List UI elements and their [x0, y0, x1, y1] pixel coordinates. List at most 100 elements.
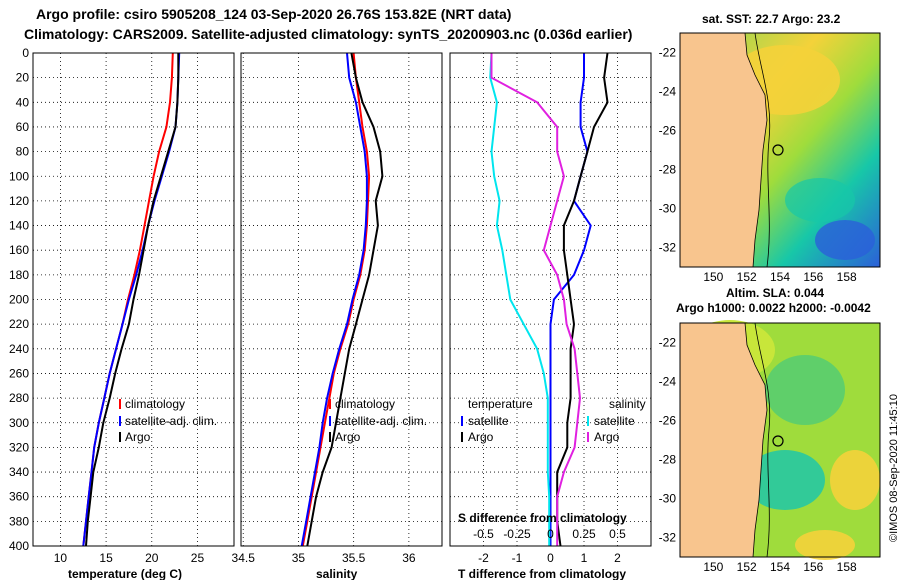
sla-map-title-2: Argo h1000: 0.0022 h2000: -0.0042	[676, 301, 871, 315]
x-tick-label: 0	[547, 551, 554, 565]
salinity-xlabel: salinity	[316, 567, 358, 580]
legend-label-satellite: satellite-adj. clim.	[125, 414, 217, 428]
legend-label-climatology: climatology	[125, 397, 185, 411]
y-tick-label: 140	[9, 219, 29, 233]
map-lon-label: 158	[837, 270, 857, 284]
map-lat-label: -24	[659, 375, 677, 389]
y-tick-label: 340	[9, 465, 29, 479]
legend-label-satellite: satellite-adj. clim.	[335, 414, 427, 428]
y-tick-label: 220	[9, 317, 29, 331]
x-tick-label: 35	[292, 551, 306, 565]
x-tick-label: 1	[581, 551, 588, 565]
map-lat-label: -22	[659, 336, 677, 350]
profile-plots: 10 15 20 2502040608010012014016018020022024…	[9, 46, 652, 580]
y-tick-label: 200	[9, 293, 29, 307]
legend-label-t-argo: Argo	[468, 430, 494, 444]
y-tick-label: 180	[9, 268, 29, 282]
sla-map: 150 152 154 156 158 -22 -24 -26 -28 -30 -32	[659, 320, 881, 574]
sst-frame	[679, 32, 881, 268]
temperature-legend: climatology satellite-adj. clim. Argo	[119, 397, 217, 444]
x-top-tick-label: -0.5	[473, 527, 494, 541]
sst-map-title: sat. SST: 22.7 Argo: 23.2	[702, 12, 841, 26]
salinity-legend: climatology satellite-adj. clim. Argo	[329, 397, 427, 444]
x-top-tick-label: 0	[547, 527, 554, 541]
legend-label-s-satellite: satellite	[594, 414, 635, 428]
series-line-difference-s-satellite	[489, 53, 551, 546]
x-tick-label: -1	[512, 551, 523, 565]
series-line-salinity-satellite-adj-clim-	[300, 53, 368, 546]
x-tick-label: 35.5	[342, 551, 366, 565]
x-tick-label: -2	[478, 551, 489, 565]
x-tick-label: 15	[99, 551, 113, 565]
difference-legend: temperature salinity satellite Argo sate…	[461, 397, 646, 444]
legend-title-salinity: salinity	[609, 397, 646, 411]
y-tick-label: 40	[16, 95, 30, 109]
map-lon-label: 156	[803, 560, 823, 574]
legend-label-climatology: climatology	[335, 397, 395, 411]
y-tick-label: 260	[9, 366, 29, 380]
legend-label-argo: Argo	[125, 430, 151, 444]
header-line-2: Climatology: CARS2009. Satellite-adjuste…	[24, 26, 633, 42]
plot-frame-salinity	[240, 52, 443, 547]
y-tick-label: 160	[9, 243, 29, 257]
series-line-salinity-climatology	[301, 53, 371, 546]
imos-watermark: ©IMOS 08-Sep-2020 11:45:10	[888, 394, 900, 542]
y-tick-label: 360	[9, 490, 29, 504]
map-lon-label: 156	[803, 270, 823, 284]
series-line-difference-t-satellite	[549, 53, 592, 546]
map-lat-label: -24	[659, 85, 677, 99]
map-lon-label: 152	[737, 560, 757, 574]
y-tick-label: 60	[16, 120, 30, 134]
sla-contour	[754, 322, 771, 558]
map-lat-label: -26	[659, 414, 677, 428]
difference-xlabel: T difference from climatology	[458, 567, 626, 580]
plot-frame-difference	[449, 52, 652, 547]
map-lat-label: -32	[659, 531, 677, 545]
map-lat-label: -26	[659, 124, 677, 138]
map-lat-label: -30	[659, 202, 677, 216]
map-lat-label: -32	[659, 241, 677, 255]
y-tick-label: 300	[9, 416, 29, 430]
plot-frame-temperature	[32, 52, 235, 547]
legend-label-s-argo: Argo	[594, 430, 620, 444]
map-lon-label: 154	[770, 560, 790, 574]
x-top-tick-label: -0.25	[503, 527, 531, 541]
sla-map-title-1: Altim. SLA: 0.044	[726, 286, 825, 300]
sst-cold-patch	[815, 220, 875, 260]
header-line-1: Argo profile: csiro 5905208_124 03-Sep-2…	[36, 6, 512, 22]
map-lat-label: -22	[659, 46, 677, 60]
y-tick-label: 100	[9, 169, 29, 183]
sst-map: 150 152 154 156 158 -22 -24 -26 -28 -30 -32	[659, 32, 881, 284]
sla-high-s	[795, 530, 855, 560]
series-line-difference-t-argo	[556, 53, 609, 546]
x-top-tick-label: 0.25	[572, 527, 596, 541]
sla-low-2	[745, 450, 825, 510]
y-tick-label: 400	[9, 539, 29, 553]
sla-low-1	[765, 355, 845, 425]
series-line-salinity-argo	[306, 53, 384, 546]
map-lon-label: 150	[703, 560, 723, 574]
map-lon-label: 158	[837, 560, 857, 574]
y-tick-label: 280	[9, 391, 29, 405]
x-tick-label: 34.5	[232, 551, 256, 565]
y-tick-label: 240	[9, 342, 29, 356]
legend-label-t-satellite: satellite	[468, 414, 509, 428]
map-lon-label: 152	[737, 270, 757, 284]
map-lat-label: -28	[659, 453, 677, 467]
sst-argo-marker	[772, 144, 784, 156]
x-top-tick-label: 0.5	[609, 527, 626, 541]
difference-xlabel-top: S difference from climatology	[458, 511, 627, 525]
map-lat-label: -30	[659, 492, 677, 506]
y-tick-label: 80	[16, 145, 30, 159]
y-tick-label: 320	[9, 440, 29, 454]
legend-title-temperature: temperature	[468, 397, 533, 411]
temperature-xlabel: temperature (deg C)	[68, 567, 182, 580]
sla-frame	[679, 322, 881, 558]
y-tick-label: 20	[16, 71, 30, 85]
x-tick-label: 25	[191, 551, 205, 565]
y-tick-label: 120	[9, 194, 29, 208]
series-line-difference-s-argo	[490, 53, 582, 546]
x-tick-label: 2	[614, 551, 621, 565]
map-lon-label: 154	[770, 270, 790, 284]
series-line-temperature-argo	[85, 53, 180, 546]
